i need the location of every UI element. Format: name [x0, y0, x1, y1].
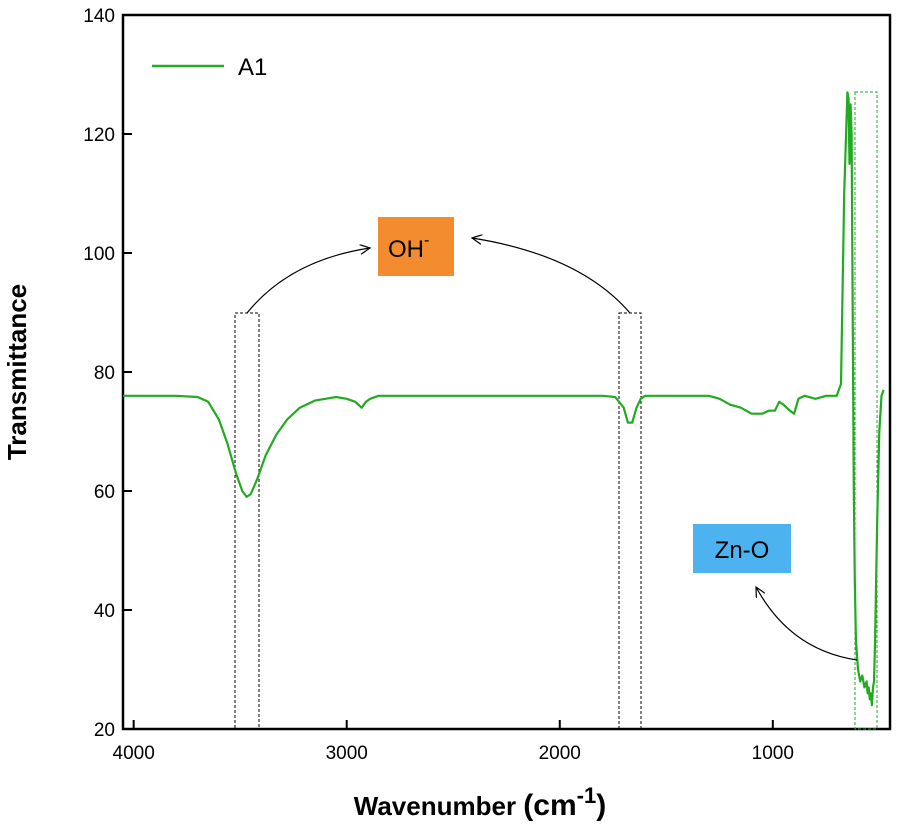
oh-label: OH- [388, 232, 429, 263]
legend: A1 [152, 54, 267, 81]
y-tick-label: 140 [83, 6, 115, 27]
oh-arrow-right [472, 238, 631, 314]
y-tick-label: 60 [94, 482, 115, 503]
x-tick-label: 2000 [539, 743, 581, 764]
zno-band-box [854, 91, 878, 730]
y-tick-label: 100 [83, 244, 115, 265]
y-tick-label: 120 [83, 125, 115, 146]
zno-arrow [756, 587, 858, 661]
y-axis-title: Transmittance [2, 284, 32, 460]
x-tick-label: 1000 [752, 743, 794, 764]
zno-label-box [693, 524, 791, 573]
oh-band-box-right [618, 312, 642, 730]
legend-label-a1: A1 [238, 54, 267, 81]
x-axis-title-unit: cm [533, 789, 576, 822]
series-line-a1 [123, 91, 885, 707]
oh-label-main: OH [388, 236, 424, 263]
x-tick-label: 4000 [113, 743, 155, 764]
x-axis-title-main: Wavenumber [354, 791, 516, 821]
oh-arrow-left [246, 248, 370, 314]
oh-label-box [378, 217, 454, 276]
x-axis-title-unit-exp: -1 [577, 783, 597, 808]
x-tick-label: 3000 [326, 743, 368, 764]
y-tick-label: 80 [94, 363, 115, 384]
plot-frame [121, 13, 892, 731]
x-axis-title: Wavenumber (cm-1) [354, 783, 606, 822]
y-tick-label: 20 [94, 720, 115, 741]
y-tick-label: 40 [94, 601, 115, 622]
oh-label-charge: - [424, 232, 429, 249]
oh-band-box-left [234, 312, 260, 730]
x-axis-title-paren-open: ( [523, 789, 533, 822]
x-axis-ticks: 4000 3000 2000 1000 [113, 720, 794, 764]
y-axis-ticks: 20 40 60 80 100 120 140 [83, 6, 132, 741]
x-axis-title-paren-close: ) [596, 789, 606, 822]
zno-label: Zn-O [715, 537, 770, 564]
annotation-boxes [234, 91, 878, 730]
